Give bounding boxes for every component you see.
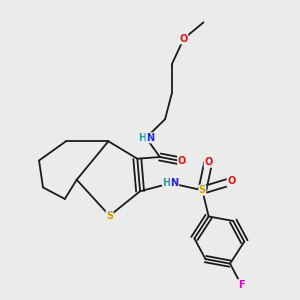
Text: O: O [178,156,186,166]
Text: H: H [138,133,146,143]
Text: S: S [106,211,113,221]
Text: S: S [199,185,206,195]
Text: H: H [163,178,171,188]
Text: N: N [171,178,179,188]
Text: O: O [227,176,236,187]
Text: O: O [180,34,188,44]
Text: F: F [238,280,244,290]
Text: O: O [204,157,212,167]
Text: N: N [146,133,154,143]
